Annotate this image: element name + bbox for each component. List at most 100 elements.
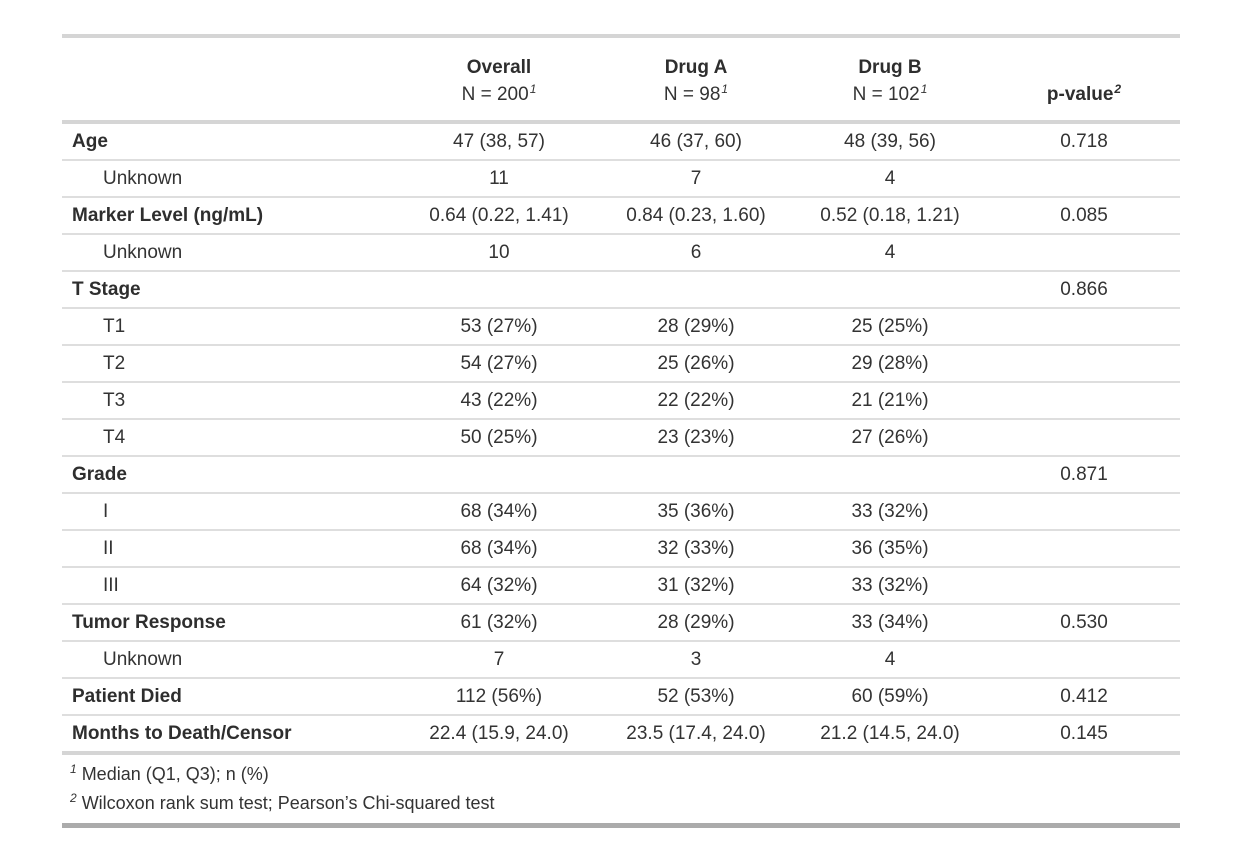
cell-drug-a: 28 (29%) xyxy=(600,603,792,641)
table-row: Unknown 7 3 4 xyxy=(62,640,1180,678)
cell-drug-b: 33 (32%) xyxy=(792,566,988,604)
column-header-p-value: p-value2 xyxy=(988,36,1180,124)
cell-overall xyxy=(398,270,600,308)
cell-drug-a: 0.84 (0.23, 1.60) xyxy=(600,196,792,234)
table-row: T2 54 (27%) 25 (26%) 29 (28%) xyxy=(62,344,1180,382)
cell-drug-a: 6 xyxy=(600,233,792,271)
cell-overall: 0.64 (0.22, 1.41) xyxy=(398,196,600,234)
table-footnotes: 1 Median (Q1, Q3); n (%) 2 Wilcoxon rank s… xyxy=(62,751,1180,826)
footnote-row: 1 Median (Q1, Q3); n (%) xyxy=(62,751,1180,787)
table-row: II 68 (34%) 32 (33%) 36 (35%) xyxy=(62,529,1180,567)
table-row: Unknown 10 6 4 xyxy=(62,233,1180,271)
cell-drug-b: 4 xyxy=(792,159,988,197)
cell-drug-a: 23 (23%) xyxy=(600,418,792,456)
cell-p-value xyxy=(988,307,1180,345)
footnote-row: 2 Wilcoxon rank sum test; Pearson’s Chi-s… xyxy=(62,787,1180,826)
table-row: Tumor Response 61 (32%) 28 (29%) 33 (34%… xyxy=(62,603,1180,641)
cell-drug-b xyxy=(792,270,988,308)
cell-overall: 112 (56%) xyxy=(398,677,600,715)
cell-drug-b: 29 (28%) xyxy=(792,344,988,382)
cell-drug-b: 0.52 (0.18, 1.21) xyxy=(792,196,988,234)
footnote-2: 2 Wilcoxon rank sum test; Pearson’s Chi-s… xyxy=(62,787,1180,826)
row-label: T2 xyxy=(62,344,398,382)
cell-p-value xyxy=(988,381,1180,419)
cell-p-value xyxy=(988,344,1180,382)
cell-p-value: 0.145 xyxy=(988,714,1180,753)
cell-overall: 43 (22%) xyxy=(398,381,600,419)
row-label: Marker Level (ng/mL) xyxy=(62,196,398,234)
cell-p-value xyxy=(988,640,1180,678)
cell-drug-a: 46 (37, 60) xyxy=(600,121,792,160)
cell-p-value xyxy=(988,566,1180,604)
column-n: N = 981 xyxy=(663,82,729,105)
row-label: Months to Death/Censor xyxy=(62,714,398,753)
cell-p-value: 0.530 xyxy=(988,603,1180,641)
footnote-1: 1 Median (Q1, Q3); n (%) xyxy=(62,751,1180,787)
cell-overall: 68 (34%) xyxy=(398,492,600,530)
cell-overall: 22.4 (15.9, 24.0) xyxy=(398,714,600,753)
row-label: I xyxy=(62,492,398,530)
page: Overall N = 2001 Drug A N = 981 Drug B N… xyxy=(62,34,1180,828)
cell-overall: 64 (32%) xyxy=(398,566,600,604)
table-row: Grade 0.871 xyxy=(62,455,1180,493)
cell-drug-b: 25 (25%) xyxy=(792,307,988,345)
footnote-mark: 2 xyxy=(70,791,77,805)
column-header-overall: Overall N = 2001 xyxy=(398,36,600,124)
cell-drug-a: 52 (53%) xyxy=(600,677,792,715)
footnote-mark: 1 xyxy=(721,82,729,96)
cell-drug-a: 32 (33%) xyxy=(600,529,792,567)
header-row: Overall N = 2001 Drug A N = 981 Drug B N… xyxy=(62,36,1180,124)
cell-overall: 61 (32%) xyxy=(398,603,600,641)
column-label: Drug B xyxy=(858,57,922,78)
table-row: Marker Level (ng/mL) 0.64 (0.22, 1.41) 0… xyxy=(62,196,1180,234)
cell-drug-a xyxy=(600,455,792,493)
cell-drug-a: 7 xyxy=(600,159,792,197)
footnote-mark: 1 xyxy=(920,82,928,96)
column-label: Drug A xyxy=(664,57,728,78)
footnote-mark: 1 xyxy=(70,762,77,776)
cell-overall: 7 xyxy=(398,640,600,678)
row-label: T4 xyxy=(62,418,398,456)
cell-overall: 53 (27%) xyxy=(398,307,600,345)
summary-table: Overall N = 2001 Drug A N = 981 Drug B N… xyxy=(62,34,1180,828)
row-label: II xyxy=(62,529,398,567)
row-label: Unknown xyxy=(62,233,398,271)
cell-drug-a: 3 xyxy=(600,640,792,678)
cell-drug-a: 23.5 (17.4, 24.0) xyxy=(600,714,792,753)
row-label: Unknown xyxy=(62,159,398,197)
column-label: p-value2 xyxy=(1046,82,1122,105)
column-header-empty xyxy=(62,36,398,124)
table-row: Months to Death/Censor 22.4 (15.9, 24.0)… xyxy=(62,714,1180,753)
cell-p-value: 0.718 xyxy=(988,121,1180,160)
cell-p-value: 0.871 xyxy=(988,455,1180,493)
footnote-text: Median (Q1, Q3); n (%) xyxy=(81,764,269,784)
column-label: Overall xyxy=(466,57,532,78)
row-label: III xyxy=(62,566,398,604)
row-label: Patient Died xyxy=(62,677,398,715)
row-label: T Stage xyxy=(62,270,398,308)
table-row: T1 53 (27%) 28 (29%) 25 (25%) xyxy=(62,307,1180,345)
table-row: Unknown 11 7 4 xyxy=(62,159,1180,197)
cell-drug-b: 21.2 (14.5, 24.0) xyxy=(792,714,988,753)
cell-overall: 50 (25%) xyxy=(398,418,600,456)
table-row: Patient Died 112 (56%) 52 (53%) 60 (59%)… xyxy=(62,677,1180,715)
cell-p-value xyxy=(988,233,1180,271)
cell-p-value xyxy=(988,418,1180,456)
cell-drug-b: 48 (39, 56) xyxy=(792,121,988,160)
row-label: Age xyxy=(62,121,398,160)
row-label: T1 xyxy=(62,307,398,345)
row-label: Unknown xyxy=(62,640,398,678)
row-label: Grade xyxy=(62,455,398,493)
column-header-drug-b: Drug B N = 1021 xyxy=(792,36,988,124)
cell-drug-b: 21 (21%) xyxy=(792,381,988,419)
cell-p-value: 0.085 xyxy=(988,196,1180,234)
cell-drug-b: 36 (35%) xyxy=(792,529,988,567)
cell-drug-b xyxy=(792,455,988,493)
footnote-mark: 2 xyxy=(1114,82,1122,96)
cell-drug-a: 35 (36%) xyxy=(600,492,792,530)
cell-p-value xyxy=(988,159,1180,197)
cell-drug-a: 25 (26%) xyxy=(600,344,792,382)
table-row: III 64 (32%) 31 (32%) 33 (32%) xyxy=(62,566,1180,604)
column-n: N = 1021 xyxy=(852,82,928,105)
cell-drug-b: 60 (59%) xyxy=(792,677,988,715)
